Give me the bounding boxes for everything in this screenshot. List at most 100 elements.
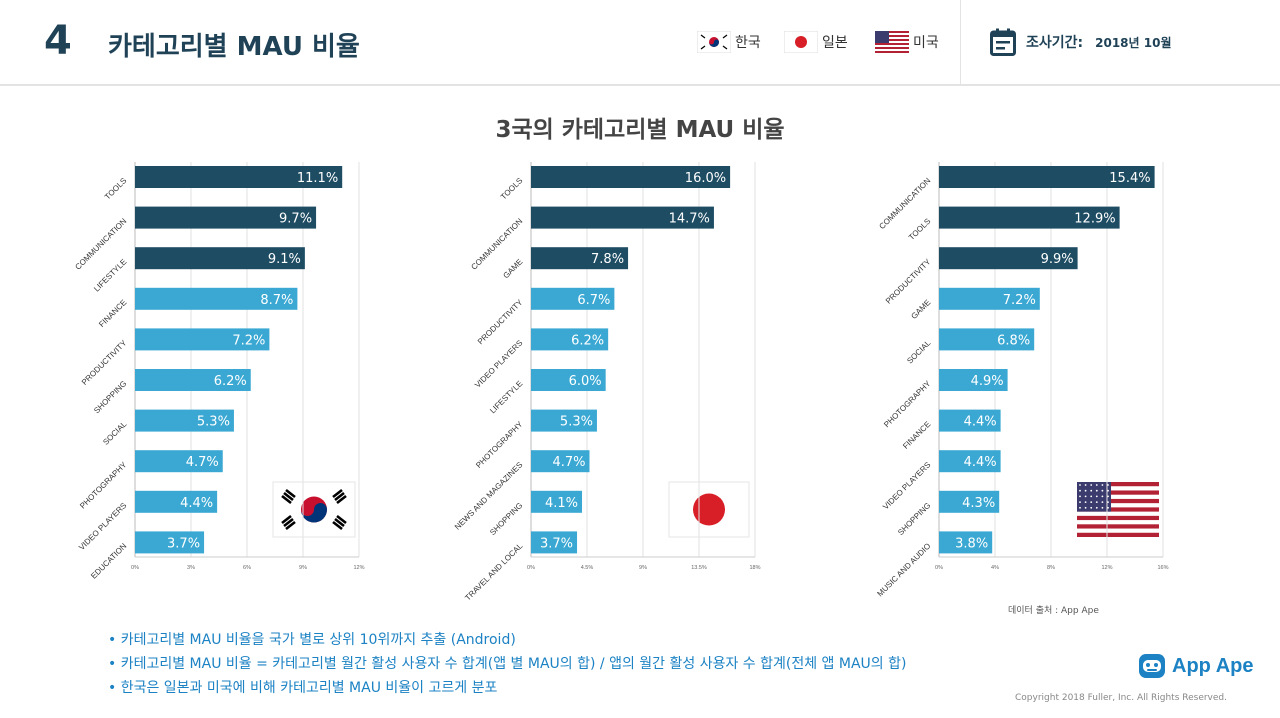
- category-label: FINANCE: [97, 298, 128, 329]
- flag-star: [1101, 489, 1104, 492]
- tick-label: 9%: [639, 565, 647, 571]
- flag-star: [1084, 506, 1087, 509]
- legend-usa-label: 미국: [913, 35, 939, 51]
- period-label: 조사기간:: [1026, 35, 1084, 51]
- data-label: 3.8%: [955, 536, 988, 551]
- data-label: 15.4%: [1109, 171, 1150, 186]
- data-label: 7.2%: [232, 333, 265, 348]
- data-label: 4.7%: [552, 455, 585, 470]
- bar: [531, 450, 590, 473]
- data-label: 11.1%: [297, 171, 338, 186]
- data-label: 6.2%: [571, 333, 604, 348]
- tick-label: 6%: [243, 565, 251, 571]
- bar: [135, 247, 305, 270]
- data-label: 4.7%: [186, 455, 219, 470]
- slide-number: 4: [44, 18, 72, 64]
- data-label: 7.2%: [1003, 293, 1036, 308]
- flag-star: [1095, 495, 1098, 498]
- category-label: NEWS AND MAGAZINES: [453, 460, 524, 531]
- note-2: • 카테고리별 MAU 비율 = 카테고리별 월간 활성 사용자 수 합계(앱 …: [108, 656, 907, 672]
- flag-stripe: [1077, 524, 1159, 529]
- flag-star: [1090, 495, 1093, 498]
- period-value: 2018년 10월: [1095, 35, 1172, 50]
- data-label: 4.4%: [964, 415, 997, 430]
- bar: [939, 450, 1001, 473]
- flag-stripe: [1077, 498, 1159, 504]
- flag-star: [1079, 506, 1081, 509]
- category-label: LIFESTYLE: [92, 257, 128, 293]
- data-label: 6.0%: [569, 374, 602, 389]
- category-label: SHOPPING: [896, 501, 932, 537]
- tick-label: 13.5%: [691, 565, 707, 571]
- usa-flag-icon: [875, 31, 909, 53]
- flag-stripe: [1077, 515, 1159, 521]
- flag-star: [1101, 501, 1104, 503]
- bar: [939, 490, 1000, 513]
- data-source: 데이터 출처 : App Ape: [1008, 606, 1099, 616]
- bar: [939, 166, 1155, 188]
- bar: [531, 206, 714, 229]
- data-label: 4.9%: [971, 374, 1004, 389]
- flag-star: [1084, 489, 1087, 492]
- flag-stripe: [1077, 482, 1159, 487]
- app-ape-logo-text: App Ape: [1172, 654, 1254, 677]
- bar: [939, 328, 1035, 351]
- flag-star: [1095, 489, 1098, 492]
- usa-flag-illustration: [1077, 482, 1159, 537]
- tick-label: 9%: [299, 565, 307, 571]
- flag-stripe: [1077, 490, 1159, 495]
- app-ape-logo-icon: [1139, 654, 1165, 678]
- flag-star: [1090, 501, 1093, 503]
- category-label: SOCIAL: [905, 338, 933, 366]
- bar: [135, 166, 343, 188]
- flag-star: [1101, 484, 1104, 486]
- legend-korea-label: 한국: [735, 35, 761, 51]
- bar: [135, 206, 317, 229]
- flag-star: [1107, 501, 1109, 503]
- chart-title: 3국의 카테고리별 MAU 비율: [495, 117, 785, 143]
- survey-period: 조사기간: 2018년 10월: [990, 28, 1171, 56]
- flag-star: [1090, 506, 1093, 509]
- flag-canton: [1077, 482, 1111, 512]
- flag-star: [1079, 489, 1081, 492]
- calendar-icon: [990, 28, 1016, 56]
- flag-star: [1090, 484, 1093, 486]
- data-label: 6.7%: [577, 293, 610, 308]
- bar: [939, 247, 1078, 270]
- bar: [531, 247, 629, 270]
- data-label: 4.1%: [545, 496, 578, 511]
- flag-star: [1090, 489, 1093, 492]
- bar: [531, 531, 578, 554]
- bar: [135, 490, 218, 513]
- flag-star: [1079, 501, 1081, 503]
- data-label: 7.8%: [591, 252, 624, 267]
- bar: [135, 409, 234, 432]
- bar: [939, 409, 1001, 432]
- data-label: 5.3%: [197, 415, 230, 430]
- flag-star: [1079, 484, 1081, 486]
- korea-flag-icon: [697, 31, 731, 53]
- tick-label: 0%: [131, 565, 139, 571]
- bar: [939, 206, 1120, 229]
- flag-star: [1079, 495, 1081, 498]
- tick-label: 4.5%: [581, 565, 594, 571]
- data-label: 3.7%: [540, 536, 573, 551]
- flag-star: [1107, 489, 1109, 492]
- category-label: GAME: [501, 257, 524, 280]
- flag-star: [1095, 501, 1098, 503]
- bar: [531, 409, 597, 432]
- data-label: 8.7%: [260, 293, 293, 308]
- tick-label: 8%: [1047, 565, 1055, 571]
- category-label: SHOPPING: [488, 501, 524, 537]
- flag-star: [1084, 484, 1087, 486]
- category-label: TOOLS: [907, 217, 932, 242]
- flag-star: [1107, 484, 1109, 486]
- bar: [531, 490, 583, 513]
- tick-label: 3%: [187, 565, 195, 571]
- data-label: 14.7%: [669, 212, 710, 227]
- flag-star: [1101, 506, 1104, 509]
- korea-flag-illustration: [272, 481, 356, 538]
- flag-star: [1084, 495, 1087, 498]
- data-label: 12.9%: [1074, 212, 1115, 227]
- category-label: FINANCE: [901, 420, 932, 451]
